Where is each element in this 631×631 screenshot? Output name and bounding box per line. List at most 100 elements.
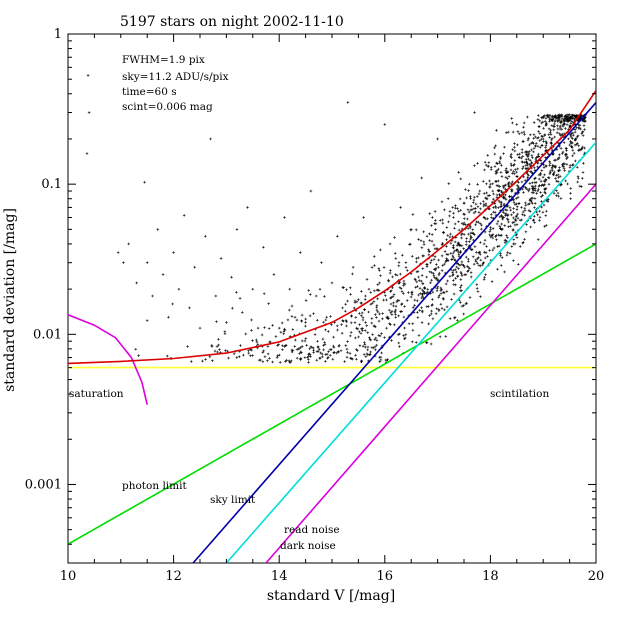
scatter-point	[457, 228, 461, 232]
scatter-point	[516, 143, 519, 147]
scatter-point	[526, 162, 529, 165]
scatter-point	[402, 315, 406, 319]
scatter-point	[540, 200, 543, 203]
scatter-point	[507, 220, 510, 224]
scatter-point	[468, 225, 472, 228]
x-tick-label: 12	[165, 569, 182, 584]
scatter-point	[358, 330, 361, 334]
scatter-point	[355, 300, 359, 304]
scatter-point	[524, 230, 528, 234]
scatter-point	[491, 182, 495, 186]
scatter-point	[225, 321, 228, 324]
scatter-point	[531, 187, 535, 191]
scatter-point	[394, 315, 398, 319]
scatter-point	[539, 195, 543, 199]
scatter-point	[501, 217, 504, 221]
scatter-point	[364, 345, 367, 349]
scatter-point	[484, 163, 488, 167]
scatter-point	[498, 234, 502, 237]
scatter-point	[266, 345, 270, 348]
scatter-point	[387, 278, 390, 282]
scatter-point	[527, 150, 531, 153]
scatter-point	[377, 289, 381, 292]
scatter-point	[363, 298, 367, 301]
scatter-point	[570, 146, 574, 149]
scatter-point	[557, 175, 560, 179]
scatter-point	[488, 179, 491, 183]
scatter-point	[535, 156, 538, 159]
scatter-point	[483, 160, 487, 164]
scatter-point	[402, 292, 405, 295]
scatter-point	[528, 182, 532, 185]
scatter-point	[524, 164, 528, 167]
scatter-point	[346, 351, 349, 354]
scatter-point	[297, 347, 301, 351]
scatter-point	[483, 256, 487, 260]
scatter-point	[573, 128, 577, 131]
scatter-point	[418, 286, 422, 290]
scatter-point	[568, 124, 571, 128]
scatter-point	[560, 117, 564, 121]
scatter-point	[518, 245, 522, 248]
scatter-point	[360, 311, 364, 315]
scatter-point	[495, 196, 499, 199]
scatter-point	[379, 358, 383, 362]
scatter-point	[527, 209, 531, 212]
scatter-point	[393, 323, 396, 327]
scatter-point	[325, 352, 329, 356]
scatter-point	[518, 152, 521, 156]
scatter-point	[482, 204, 486, 208]
scatter-point	[457, 220, 460, 224]
scatter-point	[571, 154, 575, 158]
scatter-point	[532, 121, 536, 124]
scatter-point	[501, 211, 505, 214]
scatter-point	[440, 306, 444, 310]
scatter-point	[171, 302, 174, 306]
scatter-point	[351, 272, 354, 276]
scatter-point	[262, 292, 266, 296]
scatter-point	[563, 122, 566, 125]
scatter-point	[350, 314, 353, 318]
scatter-point	[400, 303, 403, 306]
scatter-point	[392, 293, 396, 296]
scatter-point	[512, 170, 515, 173]
scatter-point	[568, 143, 572, 147]
scatter-point	[553, 119, 557, 123]
scatter-point	[309, 345, 313, 349]
scatter-point	[348, 334, 352, 338]
scatter-point	[299, 346, 302, 349]
scatter-point	[543, 119, 547, 123]
scatter-point	[503, 196, 507, 200]
scatter-point	[410, 290, 414, 294]
scatter-point	[279, 330, 283, 334]
scatter-point	[573, 114, 576, 117]
label-read-noise: read noise	[284, 524, 340, 536]
scatter-point	[385, 326, 388, 330]
scatter-point	[437, 265, 440, 269]
scatter-point	[307, 358, 310, 361]
scatter-point	[358, 312, 361, 315]
scatter-point	[396, 333, 400, 337]
scatter-point	[542, 163, 545, 167]
scatter-point	[242, 353, 245, 357]
scatter-point	[451, 246, 455, 249]
scatter-point	[471, 255, 475, 259]
scatter-point	[458, 243, 461, 247]
scatter-point	[544, 214, 548, 217]
scatter-point	[571, 141, 574, 145]
scatter-point	[543, 173, 546, 177]
scatter-point	[251, 287, 255, 291]
scatter-point	[414, 341, 418, 344]
scatter-point	[478, 252, 482, 256]
scatter-point	[379, 274, 382, 278]
scatter-point	[575, 126, 578, 129]
scatter-point	[543, 114, 547, 117]
scatter-point	[489, 213, 493, 216]
scatter-point	[377, 334, 381, 337]
scatter-point	[571, 137, 574, 140]
scatter-point	[511, 148, 515, 152]
scatter-point	[399, 310, 402, 314]
scatter-point	[451, 271, 454, 274]
scatter-point	[145, 319, 149, 322]
scatter-point	[440, 269, 444, 273]
